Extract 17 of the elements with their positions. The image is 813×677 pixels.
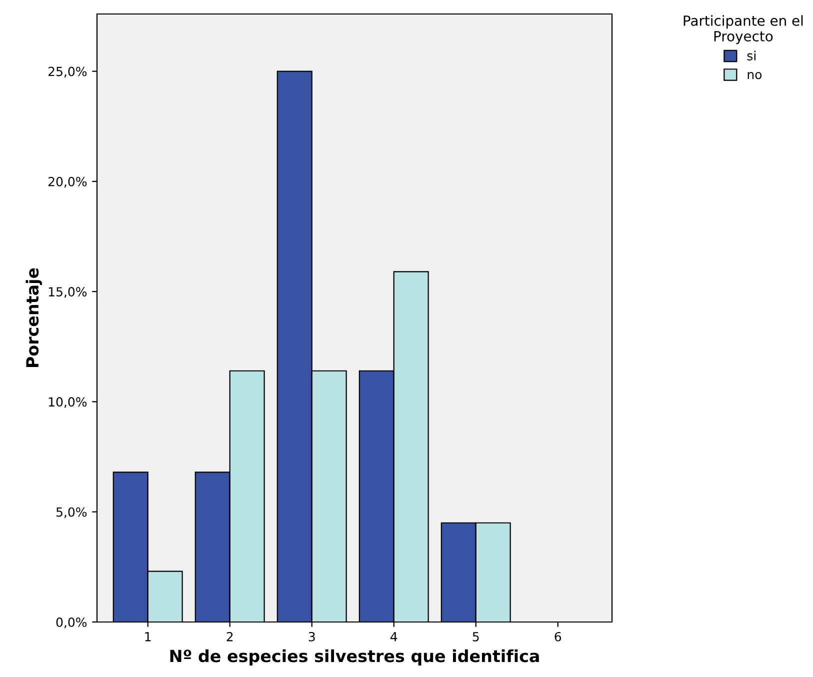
x-tick-label: 4 [390,632,398,642]
x-tick-label: 1 [145,632,151,642]
y-tick-label: 0,0% [56,617,87,628]
y-tick-label: 20,0% [48,176,87,188]
legend-title: Participante en el Proyecto [684,15,803,44]
y-axis-title: Porcentaje [26,268,42,368]
legend-label: si [747,50,756,60]
y-tick-label: 15,0% [48,287,87,298]
y-tick-label: 5,0% [56,507,87,518]
legend-label: no [748,72,762,80]
x-tick-label: 6 [554,632,562,642]
x-tick-label: 2 [226,632,233,642]
x-tick-label: 5 [472,632,479,642]
y-tick-label: 25,0% [48,66,87,78]
x-axis-title: Nº de especies silvestres que identifica [170,649,539,666]
y-tick-label: 10,0% [48,397,87,408]
x-tick-label: 3 [308,632,315,642]
